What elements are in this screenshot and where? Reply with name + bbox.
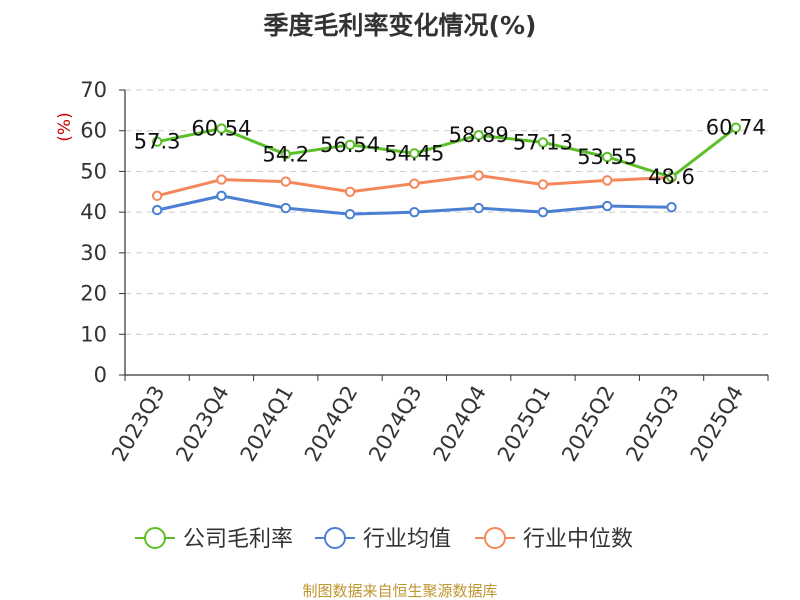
x-tick-label: 2024Q1 xyxy=(236,382,298,466)
data-point xyxy=(280,149,291,160)
x-tick-label: 2023Q3 xyxy=(107,382,169,466)
legend-marker xyxy=(484,527,506,549)
legend-item-2: 行业中位数 xyxy=(475,527,633,552)
data-point xyxy=(216,174,227,185)
data-label: 54.2 xyxy=(262,142,309,166)
series-2 xyxy=(151,170,677,202)
data-point xyxy=(216,123,227,134)
data-point xyxy=(537,137,549,148)
data-label: 57.13 xyxy=(513,130,573,154)
y-tick-label: 10 xyxy=(80,322,107,346)
data-point xyxy=(280,176,291,187)
legend-marker xyxy=(324,527,346,549)
series-layer xyxy=(151,122,742,220)
data-label: 53.55 xyxy=(577,145,637,169)
data-point xyxy=(151,204,163,216)
data-point xyxy=(344,139,356,151)
y-tick-label: 30 xyxy=(80,241,107,265)
y-tick-label: 60 xyxy=(80,119,107,143)
x-tick-label: 2024Q3 xyxy=(364,382,426,466)
data-point xyxy=(473,202,484,214)
y-tick-label: 50 xyxy=(80,159,107,183)
x-tick-label: 2025Q2 xyxy=(557,382,619,466)
y-tick-label: 0 xyxy=(94,363,107,387)
legend-item-0: 公司毛利率 xyxy=(135,527,293,552)
grid-lines xyxy=(125,89,768,335)
data-point xyxy=(537,179,549,190)
data-label: 60.54 xyxy=(191,117,251,141)
data-point xyxy=(537,206,549,218)
data-label: 48.6 xyxy=(648,165,695,189)
x-tick-label: 2025Q4 xyxy=(686,382,748,466)
data-point xyxy=(409,178,420,189)
y-tick-label: 70 xyxy=(80,78,107,102)
source-note: 制图数据来自恒生聚源数据库 xyxy=(302,582,497,600)
data-point xyxy=(151,136,163,147)
data-point xyxy=(473,170,484,181)
x-tick-label: 2024Q4 xyxy=(429,382,491,466)
x-tick-label: 2025Q1 xyxy=(493,382,555,466)
data-label: 54.45 xyxy=(384,141,444,165)
legend-label: 行业中位数 xyxy=(523,527,633,552)
data-label: 58.89 xyxy=(449,123,509,147)
x-tick-label: 2024Q2 xyxy=(300,382,362,466)
data-label: 57.3 xyxy=(134,130,181,154)
data-point xyxy=(216,190,227,202)
chart-title: 季度毛利率变化情况(%) xyxy=(264,11,537,40)
data-point xyxy=(602,175,613,186)
data-point xyxy=(602,200,613,212)
data-point xyxy=(602,151,613,163)
legend-item-1: 行业均值 xyxy=(315,527,451,552)
y-tick-label: 20 xyxy=(80,282,107,306)
data-point xyxy=(344,208,356,220)
x-tick-label: 2025Q3 xyxy=(621,382,683,466)
legend-marker xyxy=(144,527,166,549)
legend-label: 公司毛利率 xyxy=(183,527,293,552)
data-point xyxy=(280,202,291,214)
data-point xyxy=(473,130,484,141)
series-line xyxy=(156,126,737,179)
data-point xyxy=(730,122,742,133)
data-point xyxy=(344,186,356,197)
data-label: 56.54 xyxy=(320,133,380,157)
data-point xyxy=(666,202,677,213)
series-0 xyxy=(151,122,742,183)
series-1 xyxy=(151,190,677,220)
data-point xyxy=(151,190,163,202)
legend-label: 行业均值 xyxy=(363,527,451,552)
x-tick-label: 2023Q4 xyxy=(171,382,233,466)
data-point xyxy=(409,148,420,159)
legend: 公司毛利率 行业均值 行业中位数 xyxy=(135,527,633,552)
data-point xyxy=(409,206,420,218)
y-axis-label: (%) xyxy=(55,112,75,141)
data-label: 60.74 xyxy=(706,116,766,140)
data-point xyxy=(666,171,677,183)
y-tick-label: 40 xyxy=(80,200,107,224)
